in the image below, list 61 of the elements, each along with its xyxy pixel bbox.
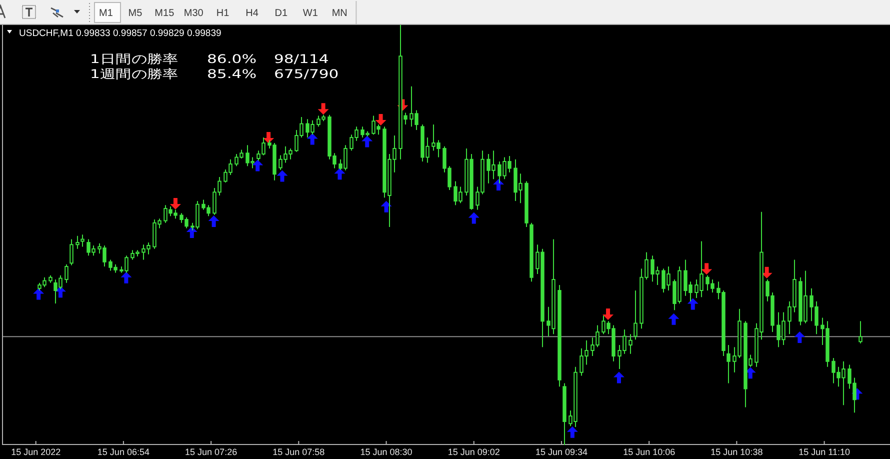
x-tick-label: 15 Jun 11:10: [798, 447, 850, 457]
annotation: 85.4%: [207, 68, 257, 82]
candlestick: [70, 238, 74, 266]
candlestick: [80, 234, 84, 248]
x-tick-label: 15 Jun 06:54: [97, 447, 150, 457]
point: [380, 200, 392, 212]
annotation: 86.0%: [207, 52, 257, 66]
annotation: 675/790: [274, 68, 339, 82]
x-tick-label: 15 Jun 10:38: [710, 447, 763, 457]
x-tick-label: 15 Jun 09:34: [535, 447, 588, 457]
text: D1: [274, 8, 288, 19]
chart-title: USDCHF,M1 0.99833 0.99857 0.99829 0.99839: [19, 28, 222, 39]
point: [318, 103, 329, 115]
point: [375, 114, 386, 126]
point: [468, 212, 480, 224]
point: [170, 198, 181, 210]
point: [276, 170, 288, 182]
candlestick: [634, 290, 638, 340]
x-tick-label: 15 Jun 08:30: [360, 447, 412, 457]
point: [33, 288, 44, 300]
x-tick-label: 15 Jun 07:26: [185, 447, 238, 457]
point: [687, 298, 698, 310]
point: [668, 313, 680, 325]
candlestick: [858, 320, 862, 344]
point: [701, 263, 712, 275]
text: H1: [216, 8, 230, 19]
text: M1: [99, 8, 114, 19]
point: [566, 426, 578, 438]
candlestick: [64, 264, 68, 284]
annotation: 1日間の勝率: [90, 52, 178, 66]
text: W1: [302, 8, 318, 19]
x-tick-label: 15 Jun 09:02: [448, 447, 500, 457]
point: [186, 226, 198, 238]
x-tick-label: 15 Jun 2022: [11, 447, 61, 457]
x-tick-label: 15 Jun 07:58: [272, 447, 325, 457]
candlestick: [726, 344, 730, 384]
candlestick: [558, 284, 562, 388]
candlestick: [76, 235, 80, 250]
candlestick: [628, 334, 632, 354]
point: [263, 132, 274, 144]
text: H4: [246, 8, 259, 19]
candlestick: [562, 382, 566, 446]
x-tick-label: 15 Jun 10:06: [623, 447, 676, 457]
candlestick: [524, 180, 528, 228]
text: MN: [332, 8, 348, 19]
text: M30: [184, 8, 204, 19]
candlestick: [530, 222, 534, 282]
point: [613, 372, 624, 384]
point: [602, 308, 614, 320]
point: [362, 136, 373, 148]
point: [306, 133, 318, 145]
point: [120, 272, 132, 284]
text: M15: [154, 8, 175, 19]
point: [208, 216, 220, 228]
point: [252, 160, 264, 172]
point: [794, 331, 806, 343]
text: M5: [128, 8, 143, 19]
annotation: 1週間の勝率: [90, 68, 178, 82]
candlestick: [48, 274, 52, 284]
annotation: 98/114: [274, 52, 329, 66]
point: [334, 168, 346, 180]
